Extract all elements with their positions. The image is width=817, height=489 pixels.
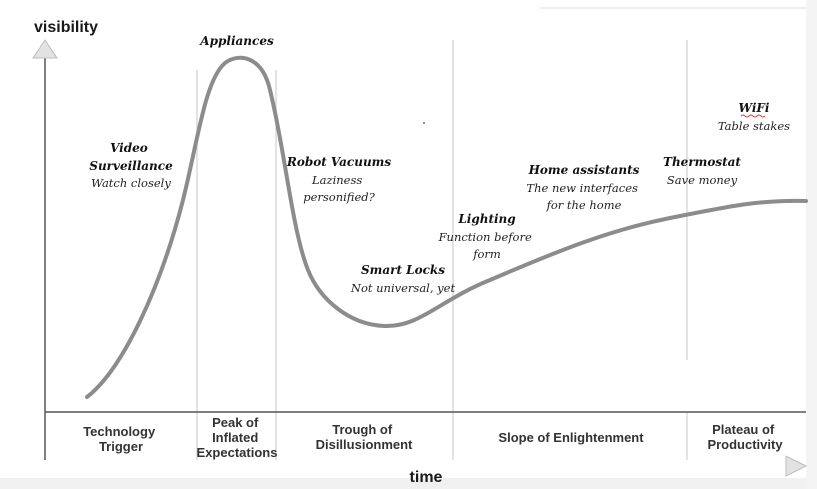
hype-curve [85, 55, 808, 399]
tech-smart-locks-note: Not universal, yet [350, 281, 456, 295]
stray-dot [423, 122, 425, 124]
tech-robot-vacuums-name: Robot Vacuums [286, 155, 392, 169]
tech-robot-vacuums-note: Laziness personified? [303, 173, 375, 204]
right-band [806, 0, 817, 489]
phase-labels: Technology Trigger Peak of Inflated Expe… [83, 415, 783, 460]
wifi-spellcheck-underline [740, 114, 766, 118]
tech-video-surveillance-note: Watch closely [91, 176, 171, 190]
tech-appliances-name: Appliances [199, 34, 274, 48]
tech-home-assistants-name: Home assistants [528, 163, 640, 177]
tech-wifi-note: Table stakes [718, 119, 790, 133]
phase-label-trough: Trough of Disillusionment [316, 422, 413, 452]
tech-lighting-note: Function before form [438, 230, 536, 261]
y-axis-title: visibility [34, 19, 98, 36]
y-axis-arrow [32, 39, 58, 59]
technology-labels: Appliances Video Surveillance Watch clos… [89, 34, 790, 295]
phase-label-technology-trigger: Technology Trigger [83, 424, 159, 454]
tech-wifi-name: WiFi [739, 101, 770, 115]
phase-label-plateau: Plateau of Productivity [707, 422, 783, 452]
x-axis-title: time [410, 469, 443, 486]
tech-video-surveillance-name: Video Surveillance [89, 141, 173, 173]
x-axis-arrow [785, 455, 808, 477]
bottom-band [0, 478, 817, 489]
phase-label-peak: Peak of Inflated Expectations [197, 415, 278, 460]
tech-home-assistants-note: The new interfaces for the home [526, 181, 641, 212]
tech-thermostat-note: Save money [667, 173, 738, 187]
tech-lighting-name: Lighting [457, 212, 515, 226]
phase-label-slope: Slope of Enlightenment [498, 430, 644, 445]
tech-smart-locks-name: Smart Locks [361, 263, 445, 277]
tech-thermostat-name: Thermostat [663, 155, 741, 169]
